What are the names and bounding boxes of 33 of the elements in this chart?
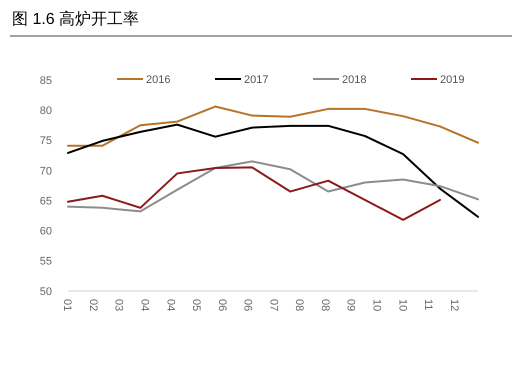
legend-label: 2016 (146, 74, 170, 86)
x-tick-label: 05 (190, 299, 202, 312)
x-tick-label: 11 (422, 299, 434, 310)
x-tick-label: 08 (318, 299, 331, 312)
x-tick-label: 09 (344, 299, 357, 312)
x-tick-label: 04 (164, 299, 176, 312)
y-tick-label: 50 (40, 286, 52, 298)
legend-label: 2017 (244, 74, 268, 86)
line-series (67, 124, 479, 218)
y-tick-label: 70 (40, 165, 52, 178)
y-tick-label: 80 (40, 104, 52, 117)
legend-label: 2018 (342, 74, 366, 86)
x-tick-label: 12 (448, 299, 460, 312)
y-tick-label: 60 (40, 226, 52, 238)
y-tick-label: 75 (40, 135, 52, 148)
x-tick-label: 01 (61, 299, 74, 312)
x-tick-label: 04 (138, 299, 150, 312)
y-tick-label: 65 (40, 195, 52, 208)
x-tick-label: 07 (267, 299, 280, 312)
x-tick-label: 10 (370, 299, 382, 312)
line-series (67, 166, 441, 221)
x-tick-label: 06 (216, 299, 228, 312)
line-series (67, 106, 479, 147)
x-tick-label: 10 (396, 299, 408, 312)
x-tick-label: 03 (112, 299, 125, 312)
x-tick-label: 06 (242, 299, 254, 312)
line-series (67, 160, 479, 212)
chart-title: 图 1.6 高炉开工率 (12, 10, 140, 28)
legend-label: 2019 (440, 74, 464, 86)
x-tick-label: 08 (293, 299, 306, 312)
y-tick-label: 85 (40, 74, 52, 87)
x-tick-label: 02 (86, 299, 99, 312)
y-tick-label: 55 (40, 256, 52, 268)
